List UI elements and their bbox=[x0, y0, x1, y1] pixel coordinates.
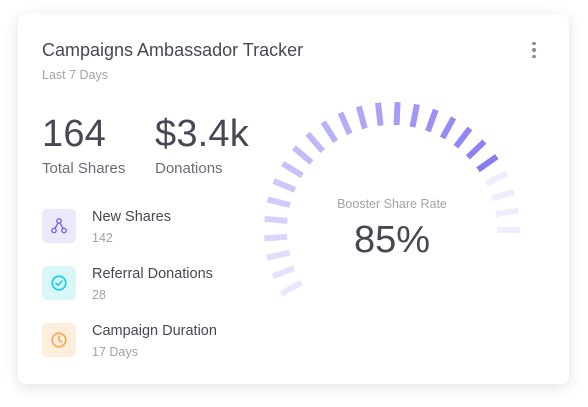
gauge-segment bbox=[320, 120, 339, 144]
check-circle-icon bbox=[42, 266, 76, 300]
gauge-segment bbox=[272, 178, 297, 193]
gauge-segment bbox=[337, 111, 353, 136]
stat-label: Total Shares bbox=[42, 160, 126, 177]
more-vertical-icon[interactable] bbox=[525, 39, 543, 61]
item-value: 17 Days bbox=[92, 345, 138, 359]
gauge-segment bbox=[355, 105, 368, 130]
item-value: 142 bbox=[92, 231, 113, 245]
ambassador-tracker-card: Campaigns Ambassador Tracker Last 7 Days… bbox=[18, 14, 569, 384]
gauge-segment bbox=[425, 108, 439, 133]
gauge-segment bbox=[305, 131, 326, 154]
gauge-segment bbox=[281, 161, 304, 179]
item-value: 28 bbox=[92, 288, 106, 302]
share-nodes-icon bbox=[42, 209, 76, 243]
gauge-label: Booster Share Rate bbox=[337, 197, 447, 211]
share-rate-gauge bbox=[264, 101, 520, 297]
gauge-segment bbox=[279, 279, 303, 297]
list-item-campaign-duration: Campaign Duration 17 Days bbox=[42, 323, 262, 361]
stat-label: Donations bbox=[155, 160, 223, 177]
gauge-segment bbox=[266, 249, 291, 261]
stat-total-shares: 164 Total Shares bbox=[42, 112, 125, 177]
gauge-segment bbox=[476, 154, 499, 173]
gauge-segment bbox=[264, 233, 288, 242]
gauge-segment bbox=[266, 196, 291, 208]
card-subtitle: Last 7 Days bbox=[42, 68, 109, 82]
gauge-segment bbox=[393, 101, 401, 126]
clock-icon bbox=[42, 323, 76, 357]
gauge-segment bbox=[264, 215, 288, 224]
gauge-segment bbox=[453, 126, 473, 149]
gauge-segment bbox=[491, 188, 515, 202]
stat-value: 164 bbox=[42, 113, 107, 155]
gauge-segment bbox=[495, 207, 519, 217]
gauge-segment bbox=[484, 170, 509, 187]
gauge-segment bbox=[271, 265, 296, 280]
item-name: New Shares bbox=[92, 209, 171, 225]
item-name: Referral Donations bbox=[92, 266, 213, 282]
stat-value: $3.4k bbox=[155, 113, 249, 155]
stat-donations: $3.4k Donations bbox=[155, 112, 249, 177]
gauge-segment bbox=[292, 145, 314, 165]
list-item-referral-donations: Referral Donations 28 bbox=[42, 266, 262, 304]
gauge-segment bbox=[439, 116, 457, 140]
gauge-value: 85% bbox=[353, 219, 431, 261]
card-title: Campaigns Ambassador Tracker bbox=[42, 40, 304, 60]
gauge-segment bbox=[375, 102, 384, 126]
gauge-segment bbox=[465, 139, 487, 160]
item-name: Campaign Duration bbox=[92, 323, 217, 339]
list-item-new-shares: New Shares 142 bbox=[42, 209, 262, 247]
gauge-segment bbox=[409, 103, 420, 128]
